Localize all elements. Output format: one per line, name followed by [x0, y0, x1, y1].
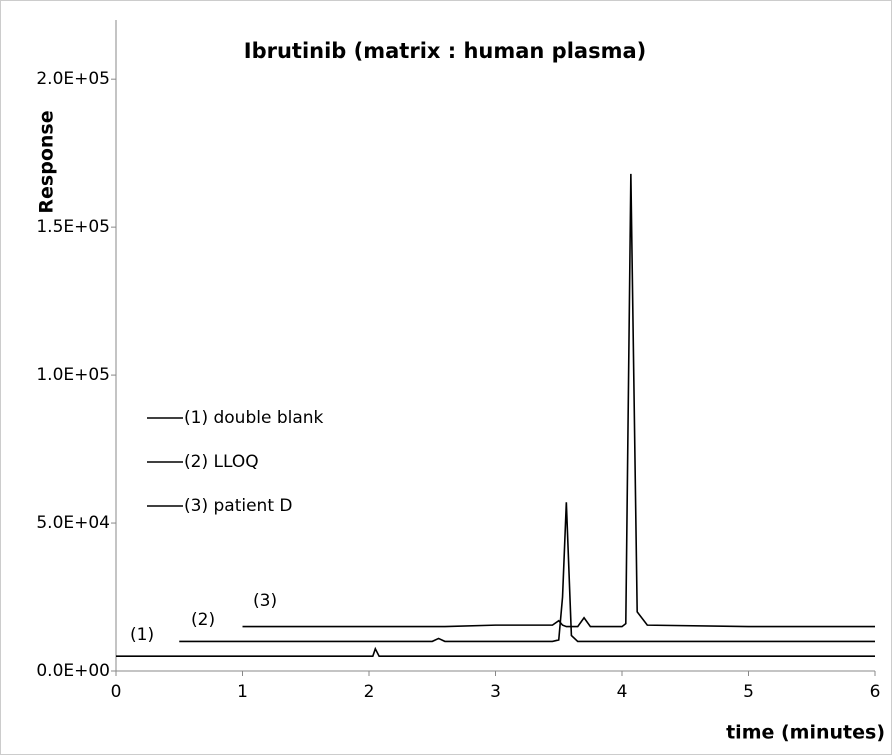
annotation: (2) [191, 610, 215, 630]
y-tick-label: 0.0E+00 [36, 661, 110, 681]
y-tick-label: 5.0E+04 [36, 513, 110, 533]
x-tick-label: 5 [743, 682, 754, 702]
legend-label: (1) double blank [184, 408, 324, 428]
x-tick-label: 6 [870, 682, 881, 702]
y-tick-label: 1.5E+05 [36, 217, 110, 237]
chart-title: Ibrutinib (matrix : human plasma) [244, 39, 646, 63]
legend-label: (3) patient D [184, 496, 292, 516]
annotation: (1) [130, 625, 154, 645]
y-axis-label: Response [36, 110, 58, 213]
annotation: (3) [253, 591, 277, 611]
x-tick-label: 0 [111, 682, 122, 702]
y-tick-label: 2.0E+05 [36, 69, 110, 89]
data-line [179, 502, 875, 643]
x-tick-label: 4 [617, 682, 628, 702]
data-line [116, 646, 875, 657]
x-axis-label: time (minutes) [726, 722, 885, 744]
x-tick-label: 1 [237, 682, 248, 702]
legend-label: (2) LLOQ [184, 452, 259, 472]
y-tick-label: 1.0E+05 [36, 365, 110, 385]
x-tick-label: 3 [490, 682, 501, 702]
data-line [242, 173, 875, 628]
x-tick-label: 2 [364, 682, 375, 702]
